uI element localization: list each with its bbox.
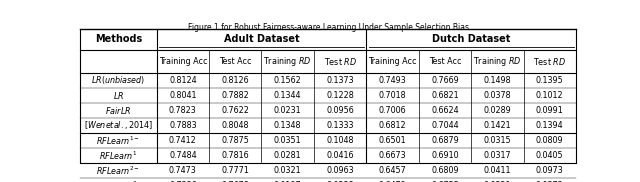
Text: 0.1395: 0.1395	[536, 76, 564, 85]
Text: Training $RD$: Training $RD$	[263, 55, 312, 68]
Text: Training Acc: Training Acc	[159, 57, 207, 66]
Text: 0.1012: 0.1012	[536, 91, 564, 100]
Text: 0.8124: 0.8124	[169, 76, 196, 85]
Text: $\it{RFLearn^{2-}}$: $\it{RFLearn^{2-}}$	[97, 164, 140, 177]
Text: 0.7678: 0.7678	[221, 181, 249, 182]
Text: 0.7883: 0.7883	[169, 121, 196, 130]
Text: Training $RD$: Training $RD$	[473, 55, 522, 68]
Text: 0.0197: 0.0197	[274, 181, 301, 182]
Text: 0.6879: 0.6879	[431, 136, 459, 145]
Text: $\it{LR}$: $\it{LR}$	[113, 90, 124, 101]
Text: 0.0405: 0.0405	[536, 151, 564, 160]
Text: Methods: Methods	[95, 34, 142, 44]
Text: 0.1344: 0.1344	[274, 91, 301, 100]
Text: $\it{RFLearn^1}$: $\it{RFLearn^1}$	[99, 149, 138, 162]
Text: 0.0281: 0.0281	[274, 151, 301, 160]
Text: 0.1373: 0.1373	[326, 76, 354, 85]
Text: 0.7493: 0.7493	[379, 76, 406, 85]
Text: 0.6624: 0.6624	[431, 106, 459, 115]
Text: 0.1498: 0.1498	[484, 76, 511, 85]
Text: 0.0378: 0.0378	[484, 91, 511, 100]
Text: 0.7669: 0.7669	[431, 76, 459, 85]
Text: Test $RD$: Test $RD$	[533, 56, 566, 67]
Text: 0.0231: 0.0231	[274, 106, 301, 115]
Text: Test $RD$: Test $RD$	[324, 56, 356, 67]
Text: Test Acc: Test Acc	[429, 57, 461, 66]
Text: 0.8048: 0.8048	[221, 121, 249, 130]
Text: 0.7336: 0.7336	[169, 181, 196, 182]
Text: Training Acc: Training Acc	[368, 57, 417, 66]
Text: 0.1228: 0.1228	[326, 91, 354, 100]
Text: 0.1562: 0.1562	[274, 76, 301, 85]
Text: 0.6479: 0.6479	[379, 181, 406, 182]
Text: 0.7044: 0.7044	[431, 121, 459, 130]
Text: 0.0956: 0.0956	[326, 106, 354, 115]
Text: 0.1348: 0.1348	[274, 121, 301, 130]
Text: 0.7622: 0.7622	[221, 106, 249, 115]
Text: 0.6673: 0.6673	[379, 151, 406, 160]
Text: Dutch Dataset: Dutch Dataset	[432, 34, 510, 44]
Text: 0.7771: 0.7771	[221, 166, 249, 175]
Text: 0.1394: 0.1394	[536, 121, 564, 130]
Text: 0.8126: 0.8126	[221, 76, 249, 85]
Text: $\it{[Wen et al., 2014]}$: $\it{[Wen et al., 2014]}$	[84, 119, 153, 131]
Text: 0.7484: 0.7484	[169, 151, 196, 160]
Text: 0.6812: 0.6812	[379, 121, 406, 130]
Text: 0.0315: 0.0315	[484, 136, 511, 145]
Text: 0.1333: 0.1333	[326, 121, 354, 130]
Text: 0.0289: 0.0289	[483, 106, 511, 115]
Text: $\it{RFLearn^{1-}}$: $\it{RFLearn^{1-}}$	[97, 134, 140, 147]
Text: 0.0963: 0.0963	[326, 166, 354, 175]
Text: 0.0373: 0.0373	[536, 181, 564, 182]
Text: 0.7473: 0.7473	[169, 166, 196, 175]
Text: 0.0809: 0.0809	[536, 136, 564, 145]
Text: 0.0321: 0.0321	[484, 181, 511, 182]
Text: 0.6809: 0.6809	[431, 166, 459, 175]
Text: 0.7823: 0.7823	[169, 106, 196, 115]
Text: Test Acc: Test Acc	[219, 57, 252, 66]
Text: 0.0321: 0.0321	[274, 166, 301, 175]
Text: 0.0973: 0.0973	[536, 166, 564, 175]
Text: 0.6821: 0.6821	[431, 91, 459, 100]
Text: Figure 1 for Robust Fairness-aware Learning Under Sample Selection Bias: Figure 1 for Robust Fairness-aware Learn…	[188, 23, 468, 32]
Text: $\it{LR (unbiased)}$: $\it{LR (unbiased)}$	[92, 74, 145, 86]
Text: 0.0317: 0.0317	[484, 151, 511, 160]
Text: 0.0416: 0.0416	[326, 151, 354, 160]
Text: $\it{FairLR}$: $\it{FairLR}$	[105, 105, 131, 116]
Text: $\it{RFLearn^2}$: $\it{RFLearn^2}$	[99, 179, 138, 182]
Text: 0.7816: 0.7816	[221, 151, 249, 160]
Text: 0.8041: 0.8041	[169, 91, 196, 100]
Text: 0.6910: 0.6910	[431, 151, 459, 160]
Text: 0.0351: 0.0351	[274, 136, 301, 145]
Text: 0.0238: 0.0238	[326, 181, 354, 182]
Text: 0.6755: 0.6755	[431, 181, 459, 182]
Text: 0.7882: 0.7882	[221, 91, 249, 100]
Text: 0.1048: 0.1048	[326, 136, 354, 145]
Text: 0.7006: 0.7006	[379, 106, 406, 115]
Text: 0.7018: 0.7018	[379, 91, 406, 100]
Text: Adult Dataset: Adult Dataset	[223, 34, 300, 44]
Text: 0.1421: 0.1421	[484, 121, 511, 130]
Text: 0.6457: 0.6457	[379, 166, 406, 175]
Text: 0.6501: 0.6501	[379, 136, 406, 145]
Text: 0.0411: 0.0411	[484, 166, 511, 175]
Text: 0.0991: 0.0991	[536, 106, 564, 115]
Text: 0.7875: 0.7875	[221, 136, 249, 145]
Text: 0.7412: 0.7412	[169, 136, 196, 145]
